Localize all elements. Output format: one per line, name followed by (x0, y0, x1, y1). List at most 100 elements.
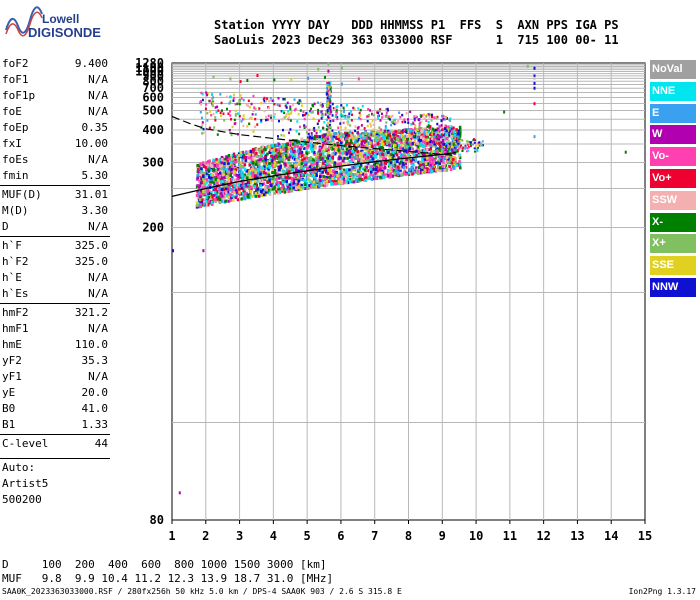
echo-point (294, 186, 298, 190)
echo-point (326, 123, 329, 126)
echo-point (407, 152, 410, 156)
echo-point (195, 201, 199, 205)
echo-point (298, 150, 302, 154)
echo-point (424, 162, 428, 166)
header-row2: SaoLuis 2023 Dec29 363 033000 RSF 1 715 … (214, 33, 619, 47)
echo-point (457, 154, 461, 158)
echo-point (385, 121, 388, 124)
echo-point (367, 156, 370, 160)
echo-point (329, 167, 332, 171)
echo-point (453, 155, 456, 159)
echo-point (203, 175, 206, 179)
echo-point (291, 147, 294, 151)
echo-point (467, 143, 470, 146)
echo-point (297, 154, 301, 158)
echo-point (230, 118, 233, 121)
echo-point (392, 171, 396, 175)
echo-point (332, 119, 335, 122)
echo-point (389, 135, 393, 139)
echo-point (447, 148, 451, 152)
echo-point (218, 198, 222, 202)
param-label: B1 (2, 418, 16, 431)
echo-point (237, 153, 241, 157)
echo-point (476, 150, 479, 153)
echo-point (240, 186, 243, 190)
echo-point (307, 175, 310, 179)
echo-point (263, 174, 266, 178)
echo-point (351, 113, 354, 117)
echo-point (369, 141, 372, 145)
echo-point (432, 167, 435, 171)
echo-point (207, 175, 211, 179)
echo-point (200, 103, 203, 106)
echo-point (206, 119, 209, 122)
echo-point (272, 164, 276, 168)
echo-point (298, 147, 302, 151)
echo-point (212, 101, 215, 105)
echo-point (274, 148, 278, 152)
echo-point (409, 157, 413, 161)
echo-point (256, 174, 260, 178)
echo-point (217, 179, 220, 183)
echo-point (229, 172, 232, 176)
echo-point (415, 171, 418, 175)
echo-point (301, 145, 305, 149)
echo-point (467, 149, 470, 152)
echo-point (425, 170, 429, 174)
echo-point (418, 117, 421, 121)
echo-point (324, 113, 327, 116)
echo-point (349, 169, 353, 173)
echo-point (353, 135, 357, 139)
echo-point (217, 175, 220, 179)
echo-point (232, 152, 236, 156)
echo-point (480, 142, 483, 145)
echo-point (357, 107, 360, 110)
echo-point (209, 110, 212, 113)
echo-point (259, 155, 263, 159)
echo-point (417, 130, 421, 134)
echo-point (402, 158, 406, 162)
echo-point (300, 183, 304, 187)
echo-point (242, 153, 246, 157)
echo-point (208, 159, 211, 163)
echo-point (269, 98, 272, 102)
x-tick-label: 6 (337, 529, 344, 543)
echo-point (368, 164, 371, 168)
echo-point (307, 177, 310, 181)
echo-point (273, 160, 276, 164)
echo-point (328, 154, 331, 157)
echo-point (433, 116, 436, 119)
echo-point (429, 163, 432, 167)
echo-point (301, 186, 305, 190)
echo-point (221, 176, 224, 180)
echo-point (199, 162, 202, 166)
echo-point (270, 180, 274, 184)
echo-point (233, 170, 236, 174)
echo-point (369, 109, 372, 112)
echo-point (209, 192, 213, 196)
echo-point (385, 115, 388, 118)
echo-point (234, 113, 237, 116)
echo-point (264, 148, 267, 152)
param-label: foEp (2, 121, 29, 134)
echo-point (217, 191, 221, 195)
echo-point (324, 136, 327, 140)
echo-point (450, 125, 453, 128)
echo-point (311, 149, 314, 153)
echo-point (291, 168, 295, 172)
station-header: Station YYYY DAY DDD HHMMSS P1 FFS S AXN… (214, 18, 619, 48)
echo-point (289, 119, 292, 122)
echo-point (341, 151, 344, 155)
echo-point (291, 140, 294, 144)
echo-point (384, 159, 388, 163)
echo-point (264, 158, 267, 162)
echo-point (195, 165, 199, 169)
echo-point (336, 151, 340, 155)
echo-point (303, 160, 306, 164)
echo-point (381, 174, 385, 178)
echo-point (353, 107, 356, 111)
footer-info: SAA0K_2023363033000.RSF / 280fx256h 50 k… (2, 587, 402, 596)
param-row-h-f: h`F 325.0 (0, 238, 110, 254)
echo-point (280, 187, 284, 191)
echo-point (526, 64, 529, 68)
